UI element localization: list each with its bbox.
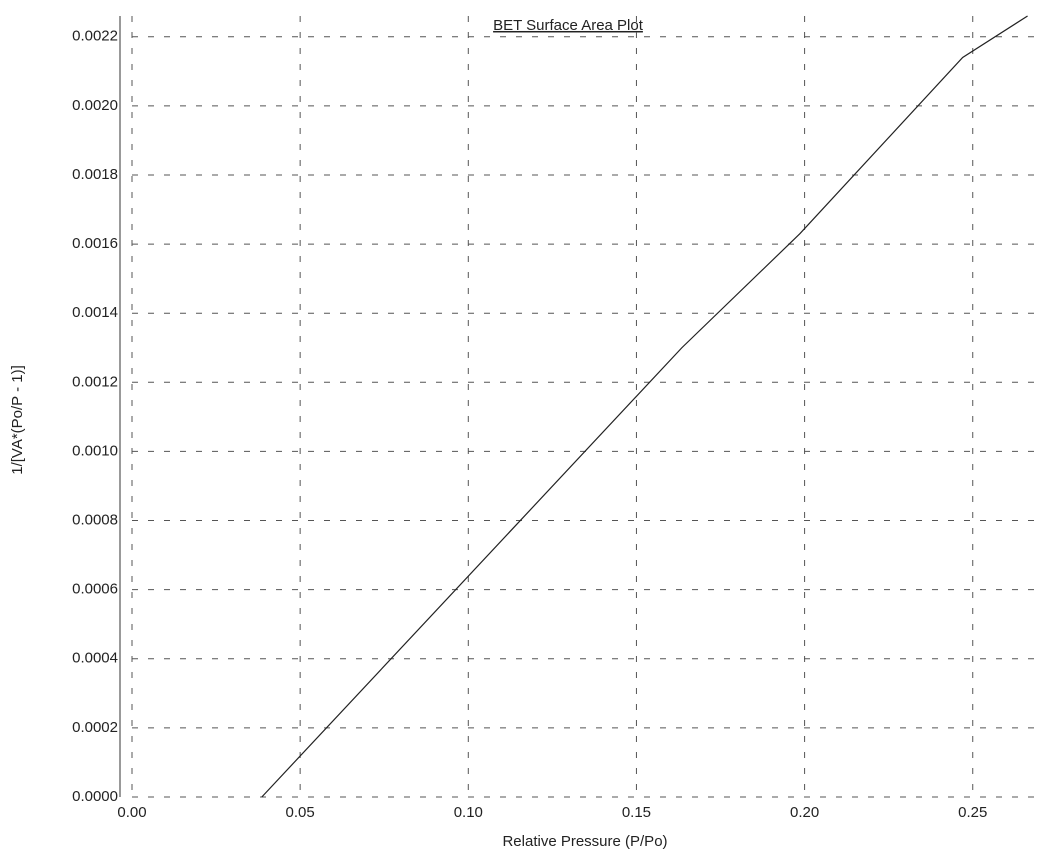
data-line — [261, 15, 1028, 798]
y-tick-label: 0.0010 — [72, 442, 118, 459]
x-tick-label: 0.00 — [117, 804, 146, 821]
y-tick-label: 0.0020 — [72, 97, 118, 114]
x-tick-label: 0.25 — [958, 804, 987, 821]
x-tick-label: 0.20 — [790, 804, 819, 821]
x-tick-label: 0.05 — [286, 804, 315, 821]
y-tick-label: 0.0006 — [72, 581, 118, 598]
x-tick-label: 0.10 — [454, 804, 483, 821]
y-tick-label: 0.0012 — [72, 373, 118, 390]
y-axis-label: 1/[VA*(Po/P - 1)] — [9, 365, 26, 475]
y-tick-label: 0.0014 — [72, 304, 118, 321]
y-tick-label: 0.0018 — [72, 166, 118, 183]
x-tick-label: 0.15 — [622, 804, 651, 821]
y-tick-label: 0.0008 — [72, 512, 118, 529]
chart-title: BET Surface Area Plot — [493, 17, 644, 34]
x-axis-label: Relative Pressure (P/Po) — [502, 833, 667, 850]
y-tick-label: 0.0022 — [72, 28, 118, 45]
y-tick-label: 0.0002 — [72, 719, 118, 736]
y-tick-label: 0.0016 — [72, 235, 118, 252]
y-tick-label: 0.0000 — [72, 788, 118, 805]
y-tick-label: 0.0004 — [72, 650, 118, 667]
